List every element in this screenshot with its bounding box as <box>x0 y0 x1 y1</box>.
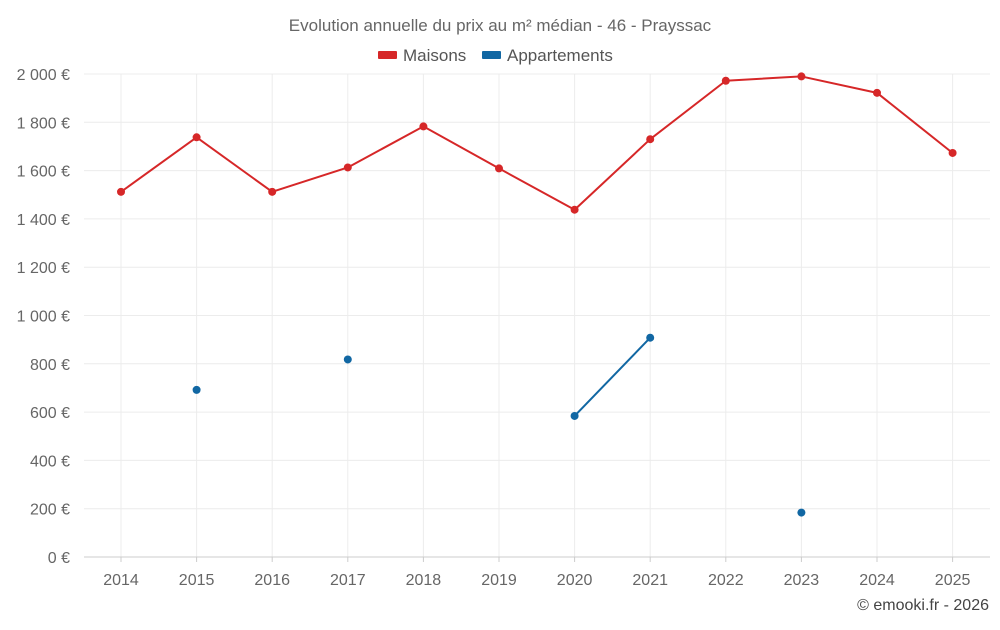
x-tick-label: 2025 <box>935 572 971 589</box>
legend-swatch-maisons <box>378 51 397 59</box>
series-maisons <box>117 72 957 214</box>
x-tick-label: 2015 <box>179 572 215 589</box>
data-point-maisons-2023[interactable] <box>797 72 806 81</box>
legend-label-appartements: Appartements <box>507 46 613 65</box>
x-tick-label: 2024 <box>859 572 895 589</box>
credit-text: © emooki.fr - 2026 <box>857 597 989 614</box>
data-point-appartements-2023[interactable] <box>797 508 806 517</box>
y-tick-label: 800 € <box>30 357 70 374</box>
x-tick-label: 2016 <box>254 572 290 589</box>
data-point-maisons-2022[interactable] <box>721 76 730 85</box>
x-tick-label: 2019 <box>481 572 517 589</box>
chart-title: Evolution annuelle du prix au m² médian … <box>289 16 712 35</box>
legend-swatch-appartements <box>482 51 501 59</box>
grid <box>84 73 990 557</box>
data-point-maisons-2014[interactable] <box>117 187 125 196</box>
x-tick-label: 2020 <box>557 572 593 589</box>
y-tick-label: 400 € <box>30 453 70 470</box>
x-tick-label: 2014 <box>103 572 139 589</box>
data-point-maisons-2015[interactable] <box>192 133 201 142</box>
data-point-maisons-2017[interactable] <box>343 163 352 172</box>
data-point-maisons-2018[interactable] <box>419 122 428 131</box>
y-tick-label: 0 € <box>48 550 70 567</box>
legend-label-maisons: Maisons <box>403 46 466 65</box>
x-tick-label: 2017 <box>330 572 366 589</box>
legend-item-maisons[interactable]: Maisons <box>378 46 466 65</box>
series <box>117 72 957 517</box>
data-point-appartements-2017[interactable] <box>343 355 352 364</box>
y-tick-label: 600 € <box>30 405 70 422</box>
data-point-appartements-2021[interactable] <box>646 333 655 342</box>
y-tick-label: 1 000 € <box>17 309 70 326</box>
x-tick-label: 2021 <box>632 572 668 589</box>
series-line-appartements <box>573 337 651 417</box>
data-point-appartements-2015[interactable] <box>192 385 201 394</box>
y-tick-label: 1 800 € <box>17 115 70 132</box>
y-tick-label: 1 600 € <box>17 164 70 181</box>
y-tick-label: 1 400 € <box>17 212 70 229</box>
legend-item-appartements[interactable]: Appartements <box>482 46 613 65</box>
data-point-maisons-2019[interactable] <box>495 164 503 173</box>
y-tick-label: 200 € <box>30 502 70 519</box>
data-point-maisons-2020[interactable] <box>570 205 579 214</box>
x-tick-label: 2023 <box>784 572 820 589</box>
data-point-maisons-2025[interactable] <box>948 148 957 157</box>
series-line-maisons <box>120 75 954 211</box>
x-tick-label: 2018 <box>406 572 442 589</box>
axes: 0 € 200 € 400 € 600 € 800 € 1 000 € 1 200 € 1 4… <box>17 67 990 589</box>
series-appartements <box>192 333 806 517</box>
data-point-maisons-2016[interactable] <box>268 187 277 196</box>
data-point-maisons-2021[interactable] <box>646 135 655 144</box>
legend: Maisons Appartements <box>378 46 613 65</box>
y-tick-label: 1 200 € <box>17 260 70 277</box>
data-point-maisons-2024[interactable] <box>873 88 881 97</box>
y-tick-label: 2 000 € <box>17 67 70 84</box>
data-point-appartements-2020[interactable] <box>570 411 579 420</box>
x-tick-label: 2022 <box>708 572 744 589</box>
